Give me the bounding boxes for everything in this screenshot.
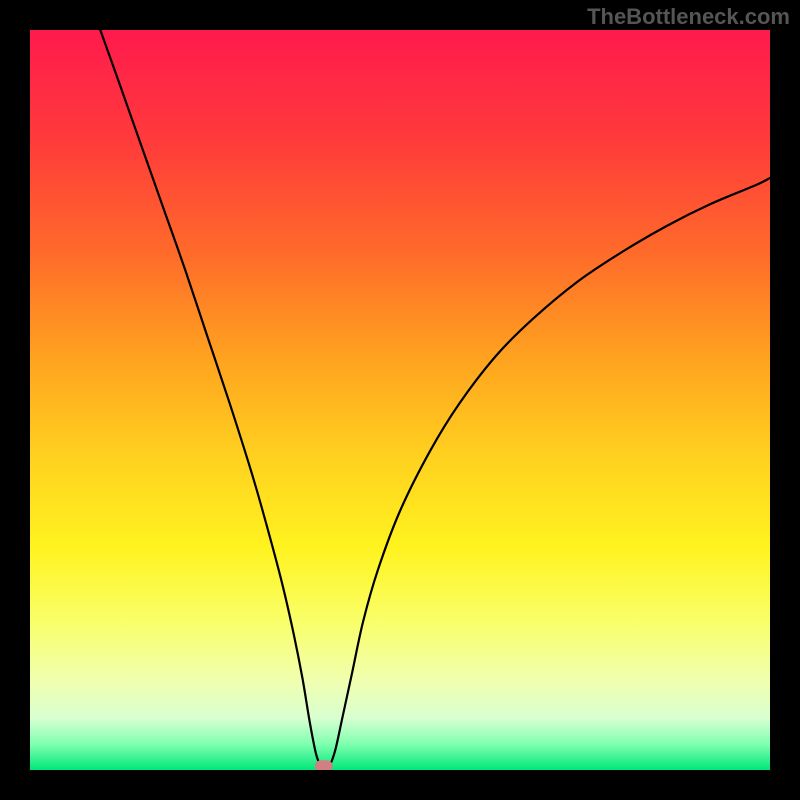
chart-svg [0, 0, 800, 800]
minimum-marker [315, 760, 333, 772]
chart-container: TheBottleneck.com [0, 0, 800, 800]
plot-gradient-background [30, 30, 770, 770]
watermark-text: TheBottleneck.com [587, 4, 790, 30]
